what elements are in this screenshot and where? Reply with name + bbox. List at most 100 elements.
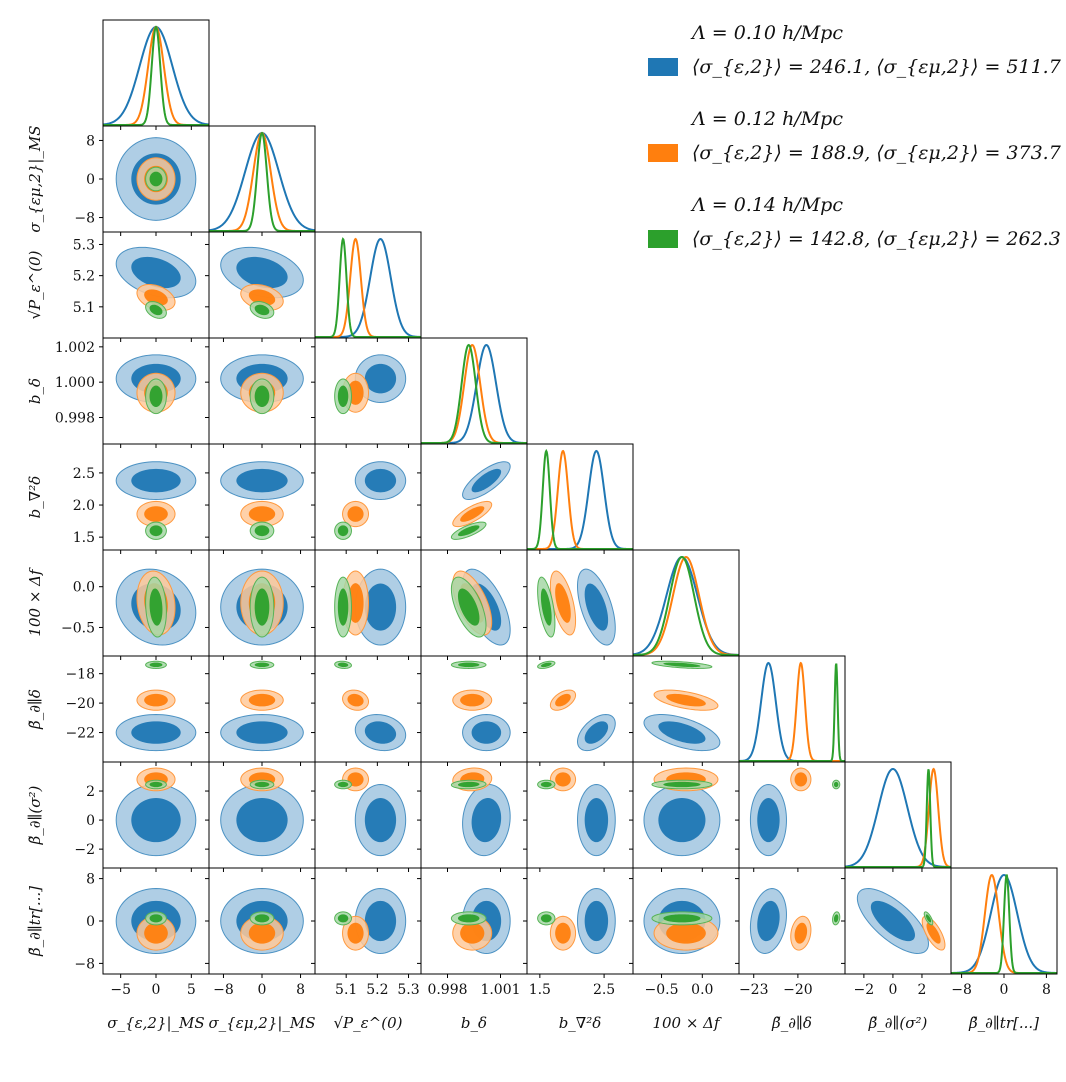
panel-1-1 [209,131,315,232]
y-tick-label: −2 [74,842,95,858]
y-tick-label: 2 [86,784,95,800]
contour-68-1 [236,721,288,744]
x-tick-label: −8 [951,982,972,998]
contour-68-3 [337,385,349,408]
y-axis-label: β̃_∂∥(σ²) [26,785,44,845]
marginal-curve-1 [633,556,739,656]
panel-5-0 [115,568,197,646]
x-tick-label: 0 [888,982,897,998]
panel-4-3 [450,461,511,540]
legend-swatch [648,230,678,248]
contour-68-3 [833,914,839,923]
x-tick-label: 0 [1000,982,1009,998]
y-tick-label: 5.3 [73,237,95,253]
contour-68-2 [794,922,808,944]
x-tick-label: 5.1 [335,982,357,998]
y-axis-label: 100 × Δf [26,567,44,637]
y-axis-label: β̃_∂∥δ [26,689,44,730]
legend-sigma-label: ⟨σ_{ε,2}⟩ = 142.8, ⟨σ_{εμ,2}⟩ = 262.3 [692,228,1061,250]
contour-68-1 [757,798,780,843]
panel-4-4 [527,448,633,550]
legend-entry-1: Λ = 0.10 h/Mpc ⟨σ_{ε,2}⟩ = 246.1, ⟨σ_{εμ,… [640,22,1061,108]
contour-68-3 [254,781,270,788]
contour-68-3 [254,914,270,923]
y-tick-label: −20 [65,696,95,712]
contour-68-3 [149,385,163,408]
marginal-curve-1 [209,131,315,232]
legend-swatch [648,58,678,76]
contour-68-1 [236,256,288,289]
contour-68-1 [584,721,609,744]
panel-2-2 [315,237,421,338]
contour-68-3 [833,781,839,788]
contour-68-2 [666,922,706,944]
marginal-curve-2 [633,555,739,656]
contour-68-1 [131,468,181,493]
marginal-curve-2 [103,25,209,126]
contour-68-3 [337,588,349,626]
x-tick-label: −0.5 [645,982,679,998]
legend-sigma-label: ⟨σ_{ε,2}⟩ = 188.9, ⟨σ_{εμ,2}⟩ = 373.7 [692,142,1061,164]
legend: Λ = 0.10 h/Mpc ⟨σ_{ε,2}⟩ = 246.1, ⟨σ_{εμ,… [640,22,1061,280]
marginal-curve-2 [845,767,951,868]
y-tick-label: 8 [86,872,95,888]
panel-5-1 [220,568,304,646]
marginal-curve-1 [315,237,421,338]
marginal-curve-3 [103,25,209,126]
y-axis-label: b_∇²δ [26,476,44,519]
x-tick-label: 5.3 [397,982,419,998]
panel-8-1 [220,888,304,954]
contour-68-2 [347,922,364,944]
contour-68-3 [337,781,349,788]
x-tick-label: −23 [739,982,769,998]
y-tick-label: −22 [65,726,95,742]
contour-68-1 [131,798,181,843]
x-axis-label: β̃_∂∥δ [771,1014,812,1032]
contour-68-3 [663,662,701,668]
contour-68-1 [471,798,502,843]
panel-frame-3-3 [420,337,528,445]
panel-8-5 [643,888,721,954]
marginal-curve-3 [951,874,1057,974]
x-tick-label: 2 [917,982,926,998]
marginal-curve-1 [103,25,209,126]
panel-7-5 [643,767,721,857]
y-axis-label: β̃_∂∥tr[...] [26,886,44,957]
contour-68-3 [663,781,701,788]
contour-68-2 [555,583,571,623]
contour-68-3 [254,525,270,537]
panel-5-4 [537,568,616,646]
panel-6-4 [537,660,616,752]
panel-6-0 [115,660,197,752]
contour-68-1 [364,583,397,631]
x-tick-label: 8 [1042,982,1051,998]
contour-68-3 [337,914,349,923]
panel-7-3 [450,767,511,857]
y-axis-label: σ_{εμ,2}|_MS [26,125,44,232]
contour-68-1 [658,721,706,744]
contour-68-2 [926,922,941,944]
contour-68-3 [457,662,480,668]
panel-3-1 [220,354,304,415]
marginal-curve-2 [209,131,315,232]
x-tick-label: −8 [213,982,234,998]
contour-68-3 [254,385,270,408]
panel-frame-5-5 [632,549,740,657]
panel-6-5 [643,660,721,752]
contour-68-3 [457,525,480,537]
x-tick-label: −20 [783,982,813,998]
contour-68-2 [248,922,276,944]
panel-7-7 [845,767,951,868]
panel-8-3 [450,888,511,954]
x-tick-label: 0.998 [427,982,467,998]
contour-68-2 [666,693,706,707]
legend-entry-2: Λ = 0.12 h/Mpc ⟨σ_{ε,2}⟩ = 188.9, ⟨σ_{εμ,… [640,108,1061,194]
contour-68-3 [337,662,349,668]
marginal-curve-1 [845,768,951,868]
contour-68-3 [925,914,932,923]
contour-68-3 [457,914,480,923]
contour-68-1 [584,798,609,843]
panel-3-3 [421,343,527,444]
contour-68-2 [460,506,485,522]
contour-68-1 [584,900,609,942]
